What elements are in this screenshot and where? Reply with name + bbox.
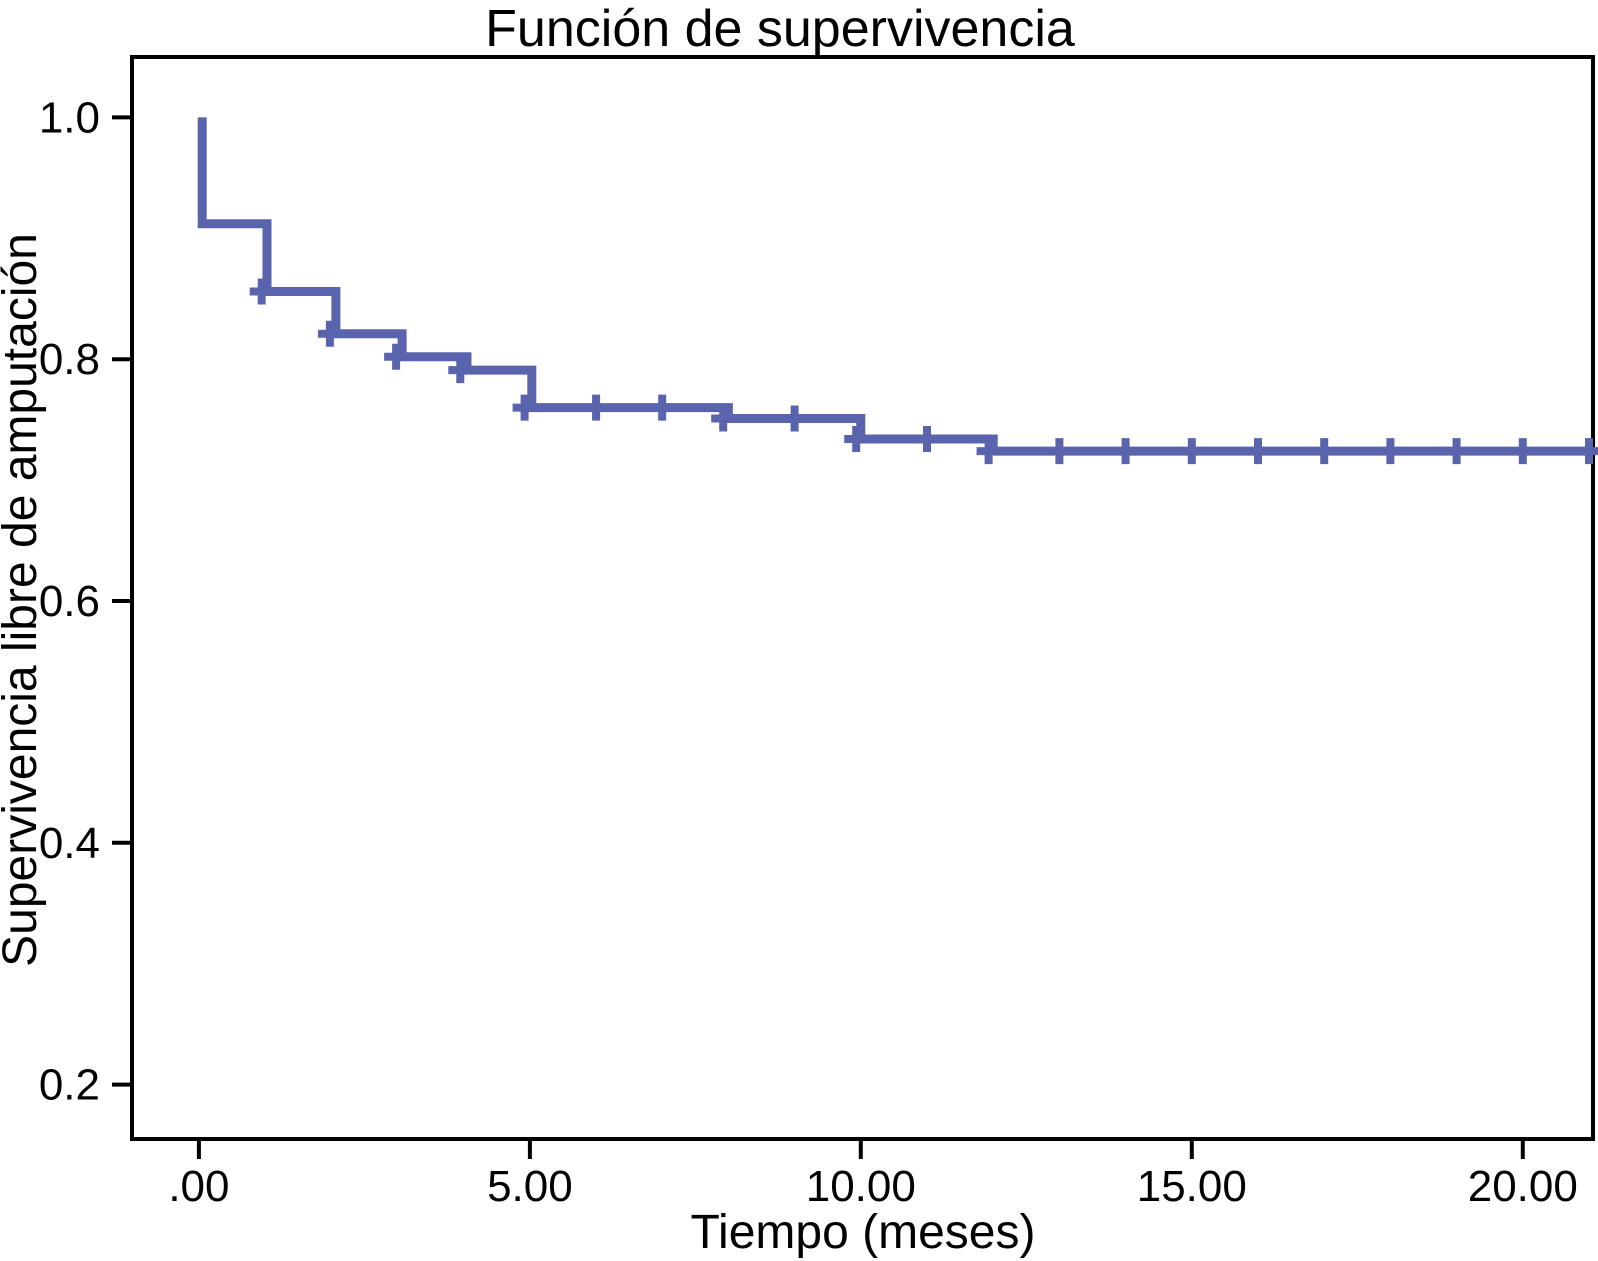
survival-curve xyxy=(197,117,1593,456)
x-tick-label: 15.00 xyxy=(1137,1162,1247,1211)
censor-mark xyxy=(584,394,609,421)
censor-mark xyxy=(711,405,736,432)
y-tick-label: 0.6 xyxy=(39,577,100,626)
censor-mark xyxy=(782,405,807,432)
censor-mark xyxy=(1113,438,1138,465)
censor-mark xyxy=(317,320,342,347)
censor-mark xyxy=(249,278,274,305)
plot-area: .00 5.00 10.00 15.00 20.00 1.0 0.8 0.6 0.4 0.2 xyxy=(39,55,1598,1211)
censor-mark xyxy=(1444,438,1469,465)
censor-mark xyxy=(1246,438,1270,465)
censor-mark xyxy=(384,343,409,370)
censor-mark xyxy=(1378,438,1403,465)
censor-mark xyxy=(915,426,939,452)
censor-mark xyxy=(512,394,537,421)
y-tick-label: 0.4 xyxy=(39,819,100,868)
y-tick-label: 1.0 xyxy=(39,93,100,142)
x-tick-label: 20.00 xyxy=(1468,1162,1578,1211)
censor-mark xyxy=(844,426,869,452)
plot-frame xyxy=(130,55,1595,1141)
y-axis-label: Supervivencia libre de amputación xyxy=(0,233,47,967)
censor-mark xyxy=(448,357,473,384)
censor-mark xyxy=(1510,438,1535,465)
censor-mark xyxy=(976,438,1001,465)
x-tick-label: 10.00 xyxy=(806,1162,916,1211)
x-axis-label: Tiempo (meses) xyxy=(691,1206,1036,1259)
chart-title: Función de supervivencia xyxy=(485,0,1075,58)
censor-mark xyxy=(1047,438,1072,465)
censor-mark xyxy=(1179,438,1204,465)
x-tick-label: 5.00 xyxy=(487,1162,573,1211)
y-tick-label: 0.2 xyxy=(39,1061,100,1110)
censor-mark xyxy=(650,394,675,421)
censor-mark xyxy=(1577,438,1598,465)
x-tick-label: .00 xyxy=(168,1162,229,1211)
censor-mark xyxy=(1312,438,1337,465)
y-tick-label: 0.8 xyxy=(39,335,100,384)
